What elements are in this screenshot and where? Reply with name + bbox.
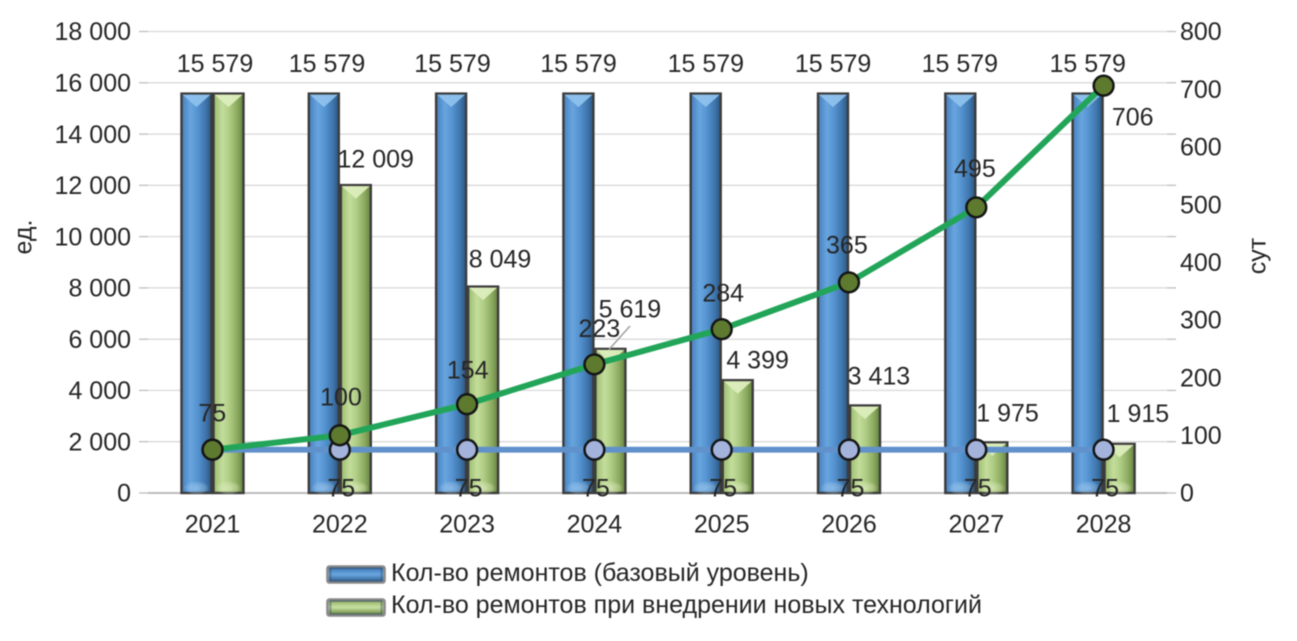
svg-text:12 009: 12 009 <box>337 146 413 174</box>
svg-text:6 000: 6 000 <box>68 326 131 354</box>
svg-text:15 579: 15 579 <box>540 50 616 78</box>
svg-text:5 619: 5 619 <box>599 296 662 324</box>
svg-text:2027: 2027 <box>948 510 1004 538</box>
svg-text:223: 223 <box>579 315 621 343</box>
svg-text:700: 700 <box>1180 76 1222 104</box>
svg-text:3 413: 3 413 <box>848 362 911 390</box>
svg-text:18 000: 18 000 <box>55 18 131 46</box>
svg-text:8 000: 8 000 <box>68 275 131 303</box>
svg-text:15 579: 15 579 <box>922 50 998 78</box>
svg-text:75: 75 <box>1091 475 1119 503</box>
svg-text:600: 600 <box>1180 134 1222 162</box>
svg-text:2 000: 2 000 <box>68 428 131 456</box>
svg-text:0: 0 <box>117 480 131 508</box>
svg-text:15 579: 15 579 <box>414 50 490 78</box>
svg-text:75: 75 <box>455 475 483 503</box>
svg-text:284: 284 <box>702 280 744 308</box>
svg-text:75: 75 <box>582 475 610 503</box>
svg-text:100: 100 <box>320 384 362 412</box>
svg-text:154: 154 <box>447 357 489 385</box>
svg-text:2026: 2026 <box>821 510 877 538</box>
svg-text:706: 706 <box>1112 104 1154 132</box>
svg-text:Кол-во ремонтов при внедрении: Кол-во ремонтов при внедрении новых техн… <box>391 591 982 619</box>
svg-text:16 000: 16 000 <box>55 70 131 98</box>
svg-text:15 579: 15 579 <box>1049 50 1125 78</box>
svg-text:2022: 2022 <box>312 510 368 538</box>
svg-text:15 579: 15 579 <box>668 50 744 78</box>
svg-text:75: 75 <box>964 475 992 503</box>
svg-text:300: 300 <box>1180 307 1222 335</box>
svg-text:400: 400 <box>1180 249 1222 277</box>
svg-text:15 579: 15 579 <box>795 50 871 78</box>
svg-text:800: 800 <box>1180 18 1222 46</box>
svg-text:495: 495 <box>954 155 996 183</box>
svg-text:15 579: 15 579 <box>289 50 365 78</box>
svg-text:2021: 2021 <box>185 510 241 538</box>
svg-text:2028: 2028 <box>1076 510 1132 538</box>
svg-text:100: 100 <box>1180 422 1222 450</box>
svg-text:сут: сут <box>1243 237 1271 274</box>
svg-text:1 915: 1 915 <box>1107 400 1170 428</box>
svg-text:1 975: 1 975 <box>976 400 1039 428</box>
svg-text:12 000: 12 000 <box>55 172 131 200</box>
svg-text:10 000: 10 000 <box>55 223 131 251</box>
svg-text:75: 75 <box>837 475 865 503</box>
svg-text:75: 75 <box>198 400 226 428</box>
svg-text:8 049: 8 049 <box>469 246 532 274</box>
svg-text:75: 75 <box>327 475 355 503</box>
svg-text:15 579: 15 579 <box>177 50 253 78</box>
svg-text:0: 0 <box>1180 480 1194 508</box>
svg-text:365: 365 <box>826 231 868 259</box>
svg-text:Кол-во ремонтов (базовый урове: Кол-во ремонтов (базовый уровень) <box>391 559 809 587</box>
svg-text:2023: 2023 <box>439 510 495 538</box>
svg-text:4 399: 4 399 <box>726 346 789 374</box>
svg-text:14 000: 14 000 <box>55 121 131 149</box>
svg-text:ед.: ед. <box>10 220 38 255</box>
svg-text:75: 75 <box>709 475 737 503</box>
svg-text:2025: 2025 <box>694 510 750 538</box>
svg-text:2024: 2024 <box>567 510 623 538</box>
svg-text:200: 200 <box>1180 364 1222 392</box>
svg-text:4 000: 4 000 <box>68 377 131 405</box>
svg-text:500: 500 <box>1180 191 1222 219</box>
